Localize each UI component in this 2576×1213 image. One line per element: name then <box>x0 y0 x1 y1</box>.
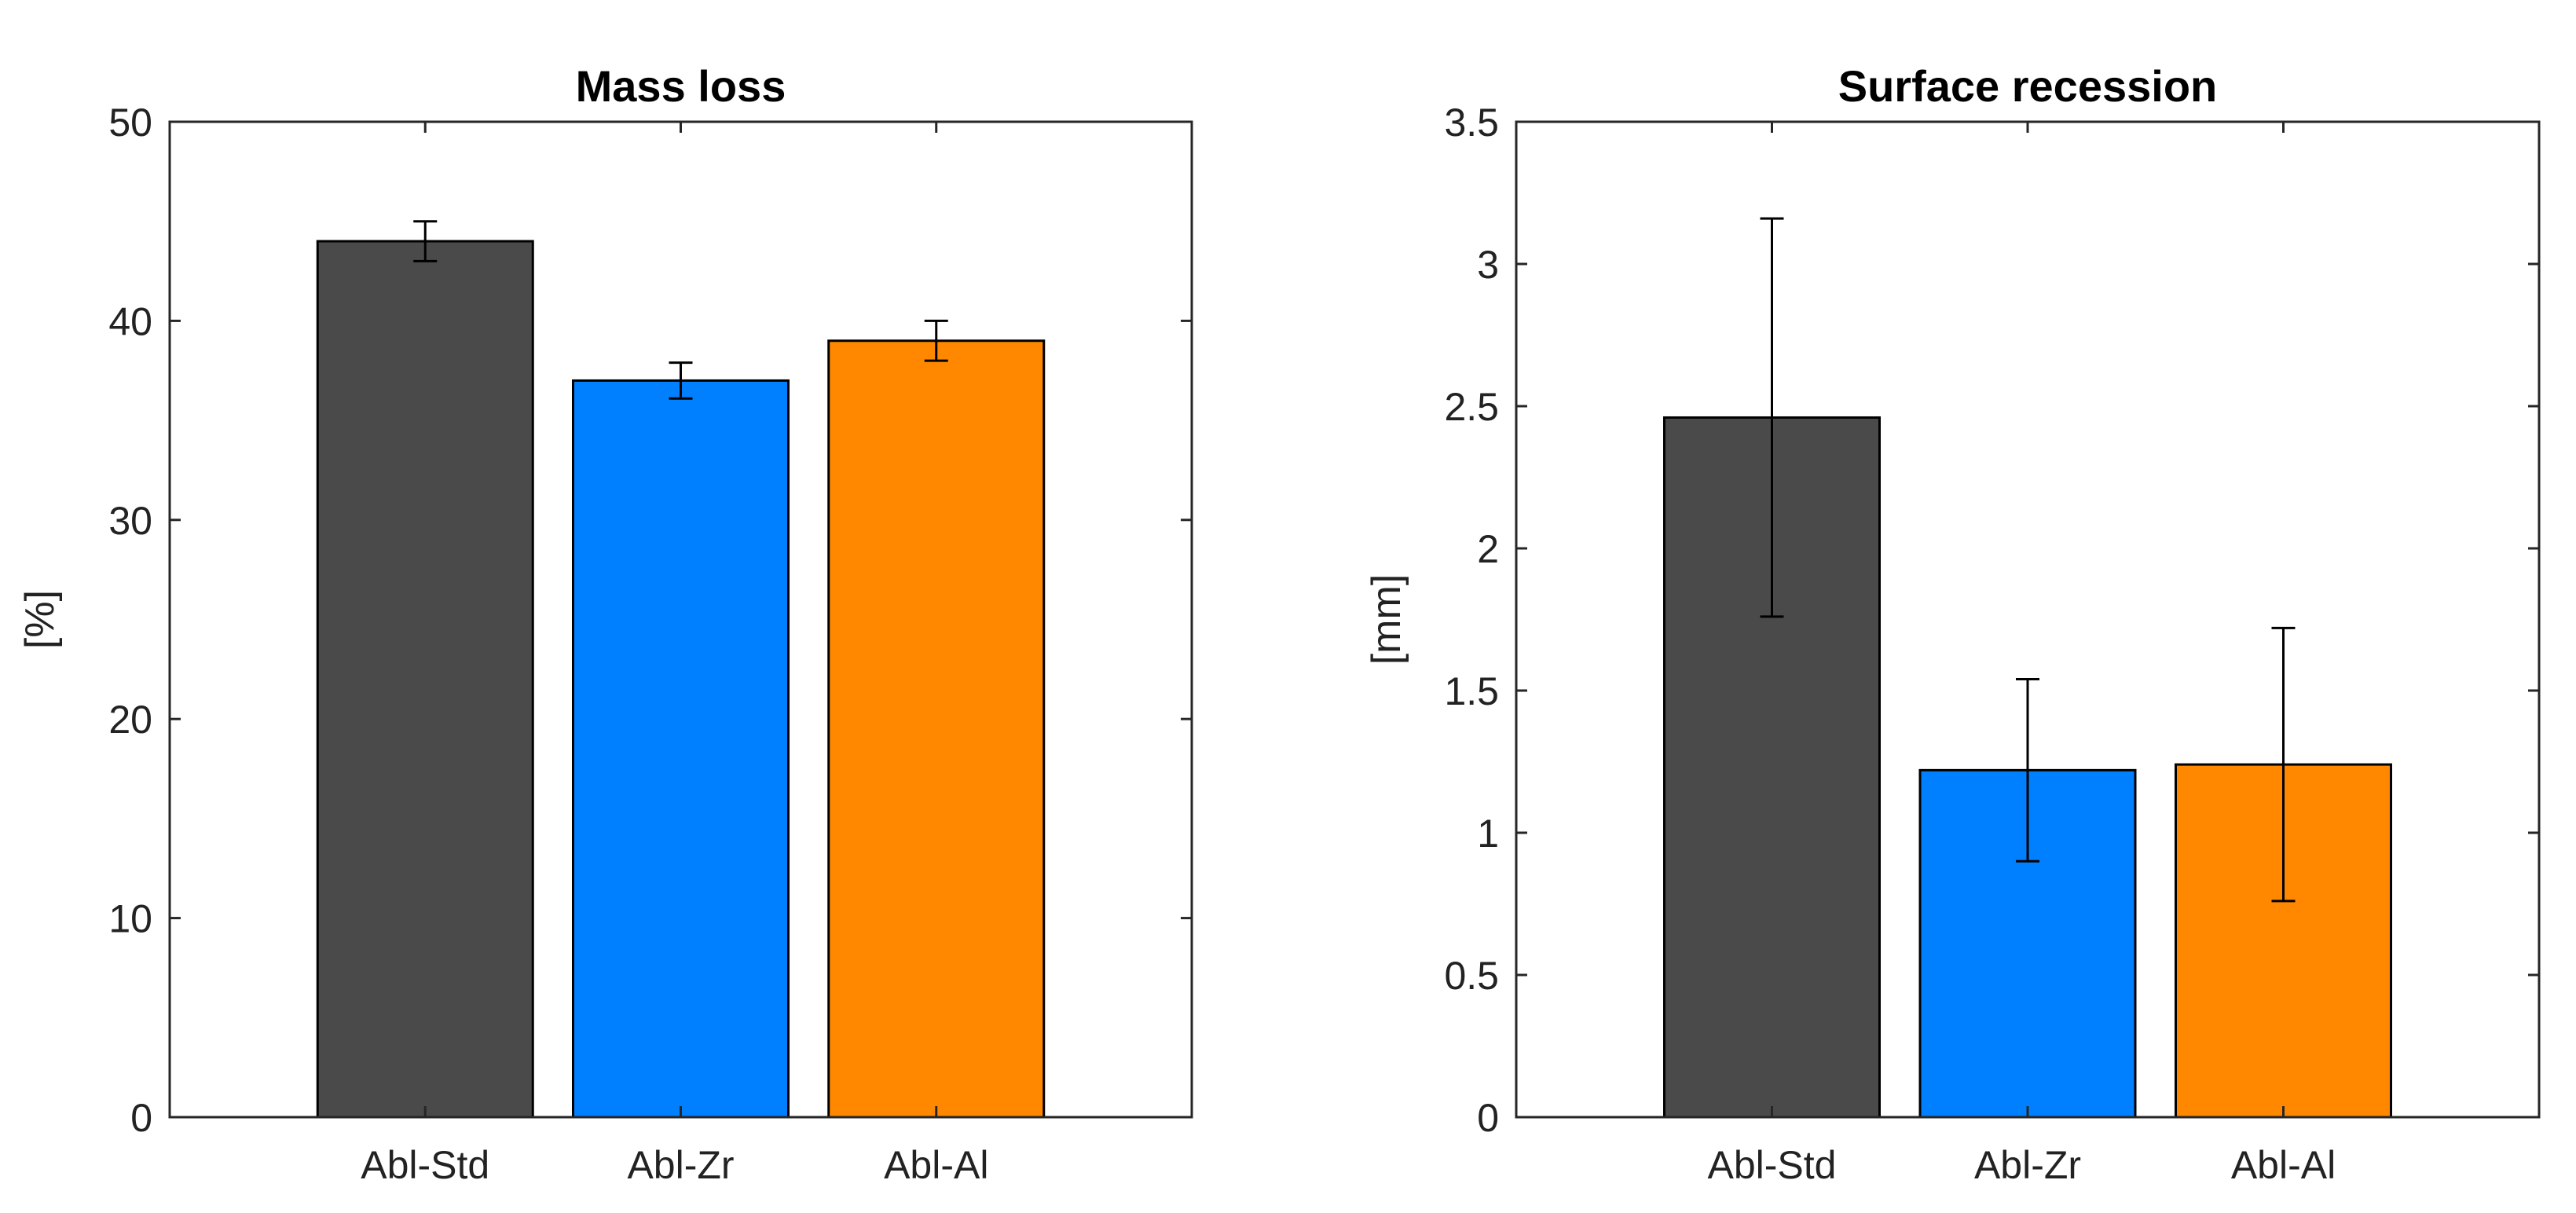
y-axis-label: [mm] <box>1364 574 1409 665</box>
y-axis-label: [%] <box>17 590 63 649</box>
chart-title: Surface recession <box>1838 61 2217 111</box>
error-bar-abl-al <box>2271 626 2296 903</box>
y-tick-label: 0.5 <box>1444 954 1499 998</box>
bar-abl-std <box>316 240 534 1119</box>
chart-surface-recession: Surface recession [mm] 0 0.5 1 1.5 2 2.5 3 3.5 A… <box>1364 61 2541 1187</box>
y-tick-label: 0 <box>1477 1096 1499 1140</box>
y-tick-label: 10 <box>108 897 152 941</box>
chart-mass-loss: Mass loss [%] 0 10 20 30 40 50 Abl-Std Abl-Zr Ab… <box>17 61 1193 1187</box>
y-tick-label: 2.5 <box>1444 385 1499 429</box>
y-tick-label: 50 <box>108 101 152 145</box>
bar-abl-al <box>827 339 1046 1119</box>
y-tick-label: 2 <box>1477 527 1499 571</box>
x-tick-label: Abl-Std <box>1708 1143 1837 1187</box>
y-tick-label: 30 <box>108 499 152 543</box>
y-tick-label: 0 <box>130 1096 152 1140</box>
error-bar-abl-al <box>924 319 948 362</box>
error-bar-abl-zr <box>2016 678 2039 863</box>
y-tick-label: 1 <box>1477 812 1499 856</box>
x-tick-label: Abl-Std <box>361 1143 489 1187</box>
chart-title: Mass loss <box>576 61 786 111</box>
x-tick-label: Abl-Zr <box>627 1143 734 1187</box>
error-bar-abl-std <box>1760 217 1784 618</box>
bar-abl-zr <box>572 379 790 1119</box>
y-tick-label: 1.5 <box>1444 669 1499 713</box>
y-tick-label: 3 <box>1477 243 1499 287</box>
x-tick-label: Abl-Al <box>884 1143 988 1187</box>
y-tick-label: 3.5 <box>1444 101 1499 145</box>
error-bar-abl-zr <box>669 361 693 400</box>
y-tick-label: 20 <box>108 698 152 742</box>
x-tick-label: Abl-Al <box>2231 1143 2336 1187</box>
y-tick-label: 40 <box>108 299 152 343</box>
error-bar-abl-std <box>413 220 438 262</box>
x-tick-label: Abl-Zr <box>1974 1143 2081 1187</box>
